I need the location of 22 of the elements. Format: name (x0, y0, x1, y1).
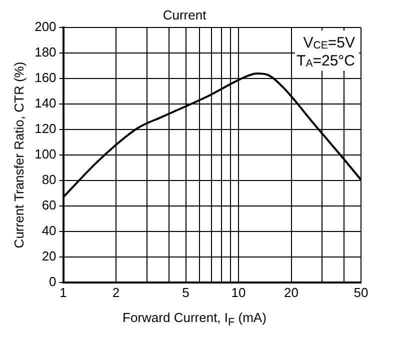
annotation: VCE=5V (303, 34, 355, 52)
x-tick-label: 50 (354, 284, 368, 300)
y-tick-label: 140 (34, 96, 56, 111)
y-axis-title: Current Transfer Ratio, CTR (%) (11, 62, 26, 248)
x-tick-label: 1 (60, 284, 67, 300)
annotation: TA=25°C (296, 52, 356, 70)
x-tick-label: 20 (284, 284, 299, 300)
y-tick-label: 180 (34, 44, 56, 60)
x-tick-label: 5 (182, 284, 190, 300)
y-tick-label: 200 (34, 19, 56, 34)
y-tick-label: 40 (42, 223, 56, 238)
y-tick-label: 160 (34, 70, 56, 86)
y-tick-label: 100 (34, 146, 56, 162)
y-tick-label: 60 (42, 198, 56, 213)
x-tick-label: 10 (231, 284, 246, 300)
x-axis-title: Forward Current, I$_{F}$ (mA) (122, 310, 268, 329)
chart-title: Current (162, 7, 207, 22)
x-tick-label: 2 (112, 284, 120, 300)
y-tick-label: 20 (42, 248, 56, 264)
y-tick-label: 0 (49, 274, 56, 289)
y-tick-label: 80 (42, 172, 56, 188)
y-tick-label: 120 (34, 121, 56, 136)
